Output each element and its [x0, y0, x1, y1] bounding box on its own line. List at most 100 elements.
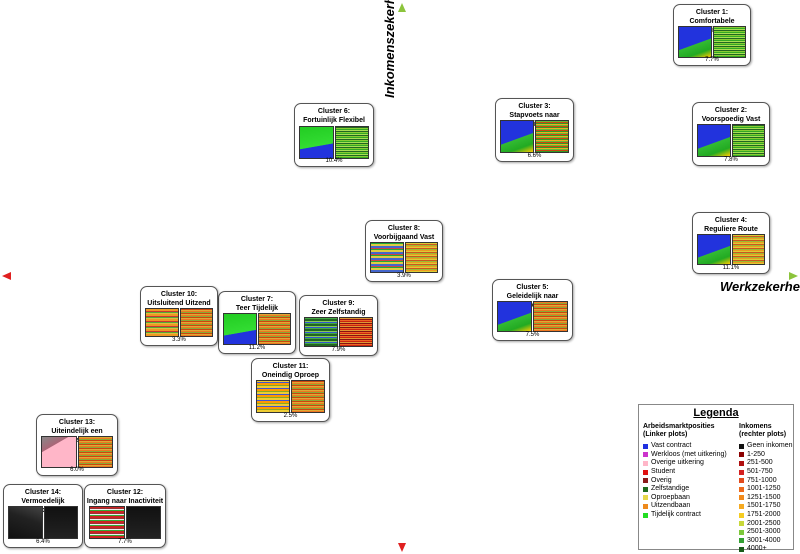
legend-income-swatch — [739, 546, 744, 552]
cluster-name: Comfortabele Carrières — [689, 18, 735, 34]
labor-market-plot — [697, 124, 731, 157]
legend-position-label: Oproepbaan — [651, 493, 690, 501]
labor-market-plot — [299, 126, 334, 159]
legend-position-swatch — [643, 486, 648, 492]
legend-position-label: Werkloos (met uitkering) — [651, 450, 727, 458]
labor-market-plot — [8, 506, 43, 539]
legend-position-swatch — [643, 512, 648, 518]
cluster-card-12: Cluster 12: Ingang naar Inactiviteit 7.7% — [84, 484, 166, 548]
x-axis-arrow-left — [2, 272, 11, 280]
legend-position-swatch — [643, 478, 648, 484]
income-plot — [533, 301, 568, 332]
legend-income-item: 1251-1500 — [739, 494, 793, 503]
legend-position-swatch — [643, 495, 648, 501]
cluster-percentage: 7.8% — [724, 157, 738, 163]
income-plot — [404, 242, 438, 273]
cluster-name: Uiteindelijk een Uitkering — [51, 428, 103, 444]
legend-income-item: 1-250 — [739, 451, 793, 460]
legend-income-swatch — [739, 469, 744, 475]
income-plot — [125, 506, 161, 539]
legend-income-item: 1751-2000 — [739, 511, 793, 520]
cluster-name: Zeer Zelfstandig — [311, 309, 366, 316]
labor-market-plot — [223, 313, 257, 345]
legend-income-swatch — [739, 495, 744, 501]
cluster-number: Cluster 14: — [24, 489, 62, 496]
cluster-percentage: 10.4% — [325, 158, 343, 164]
labor-market-plot — [500, 120, 534, 153]
legend-position-label: Vast contract — [651, 442, 692, 450]
legend-income-swatch — [739, 521, 744, 527]
y-axis-arrow-bottom — [398, 543, 406, 552]
income-plot — [339, 317, 373, 347]
legend-income-label: 751-1000 — [747, 476, 777, 484]
legend-income-item: 251-500 — [739, 459, 793, 468]
cluster-percentage: 6.4% — [36, 539, 50, 545]
legend-labor-market-column: Arbeidsmarktposities (Linker plots) Vast … — [643, 423, 731, 519]
cluster-percentage: 6.0% — [70, 467, 84, 473]
cluster-number: Cluster 5: — [516, 284, 549, 291]
legend-income-label: 1501-1750 — [747, 502, 781, 510]
legend-income-swatch — [739, 478, 744, 484]
legend-income-label: 1751-2000 — [747, 511, 781, 519]
legend-left-subheading: (Linker plots) — [643, 431, 688, 438]
legend-position-item: Oproepbaan — [643, 494, 731, 503]
legend-position-item: Werkloos (met uitkering) — [643, 451, 731, 460]
legend-income-label: 2501-3000 — [747, 528, 781, 536]
cluster-percentage: 7.9% — [331, 347, 346, 353]
cluster-card-2: Cluster 2: Voorspoedig Vast 7.8% — [692, 102, 770, 166]
legend-income-item: 4000+ — [739, 545, 793, 554]
legend: Legenda Arbeidsmarktposities (Linker plot… — [638, 404, 794, 552]
legend-title: Legenda — [693, 407, 739, 419]
cluster-number: Cluster 13: — [58, 419, 96, 426]
income-plot — [334, 126, 369, 159]
cluster-percentage: 7.7% — [705, 57, 719, 63]
cluster-number: Cluster 3: — [518, 103, 551, 110]
income-plot — [43, 506, 78, 539]
x-axis-arrow-right — [789, 272, 798, 280]
cluster-card-1: Cluster 1: Comfortabele Carrières 7.7% — [673, 4, 751, 66]
cluster-name: Ingang naar Inactiviteit — [86, 498, 164, 505]
legend-position-swatch — [643, 452, 648, 458]
labor-market-plot — [256, 380, 290, 413]
legend-income-label: 2001-2500 — [747, 519, 781, 527]
legend-left-heading: Arbeidsmarktposities — [643, 423, 715, 430]
legend-position-swatch — [643, 503, 648, 509]
legend-income-item: 501-750 — [739, 468, 793, 477]
cluster-name: Stapvoets naar Stabiliteit — [509, 112, 560, 128]
legend-position-label: Tijdelijk contract — [651, 511, 701, 519]
legend-position-swatch — [643, 460, 648, 466]
income-plot — [731, 124, 765, 157]
y-axis-arrow-top — [398, 3, 406, 12]
legend-position-item: Student — [643, 468, 731, 477]
cluster-name: Geleidelijk naar Gemiddeld — [506, 293, 559, 309]
cluster-name: Reguliere Route — [704, 226, 758, 233]
cluster-percentage: 2.5% — [283, 413, 298, 419]
legend-income-item: 2501-3000 — [739, 528, 793, 537]
labor-market-plot — [145, 308, 179, 337]
cluster-number: Cluster 6: — [317, 108, 351, 115]
cluster-name: Fortuinlijk Flexibel — [303, 117, 365, 124]
legend-income-label: 1-250 — [747, 450, 765, 458]
labor-market-plot — [370, 242, 404, 273]
income-plot — [257, 313, 291, 345]
income-plot — [77, 436, 113, 468]
cluster-card-7: Cluster 7: Teer Tijdelijk 11.2% — [218, 291, 296, 354]
labor-market-plot — [678, 26, 712, 58]
legend-position-item: Zelfstandige — [643, 485, 731, 494]
legend-income-swatch — [739, 443, 744, 449]
cluster-percentage: 6.6% — [527, 153, 542, 159]
cluster-number: Cluster 8: — [387, 225, 421, 232]
legend-income-label: 3001-4000 — [747, 536, 781, 544]
cluster-name: Voorbijgaand Vast — [373, 234, 435, 241]
cluster-card-11: Cluster 11: Oneindig Oproep 2.5% — [251, 358, 330, 422]
legend-income-item: 1501-1750 — [739, 502, 793, 511]
cluster-percentage: 7.5% — [525, 332, 540, 338]
legend-position-swatch — [643, 469, 648, 475]
legend-position-label: Uitzendbaan — [651, 502, 691, 510]
cluster-name: Oneindig Oproep — [261, 372, 320, 379]
labor-market-plot — [304, 317, 338, 347]
labor-market-plot — [41, 436, 77, 468]
legend-income-label: 1001-1250 — [747, 485, 781, 493]
legend-income-label: 4000+ — [747, 545, 767, 553]
cluster-percentage: 11.2% — [248, 345, 266, 351]
